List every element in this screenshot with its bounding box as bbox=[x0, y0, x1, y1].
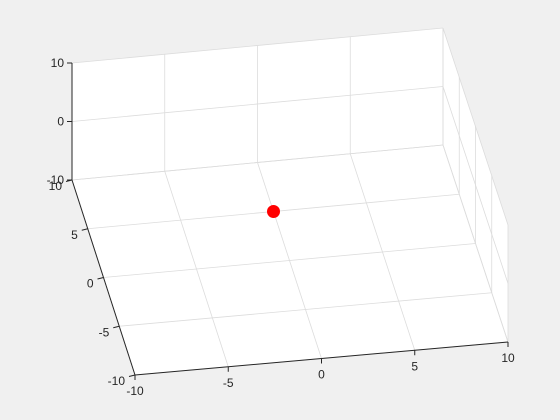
y-tick-mark bbox=[113, 325, 120, 329]
back-wall-gridline-z bbox=[71, 144, 444, 181]
y-tick-mark bbox=[81, 228, 88, 231]
y-tick-mark bbox=[128, 374, 136, 377]
floor-gridline-y bbox=[119, 292, 492, 327]
y-tick-label: -5 bbox=[99, 325, 110, 339]
x-tick-label: -5 bbox=[223, 376, 234, 390]
x-tick-label: -10 bbox=[126, 384, 144, 398]
right-wall-gridline-z bbox=[442, 144, 509, 343]
y-tick-label: 5 bbox=[71, 228, 78, 242]
y-tick-mark bbox=[97, 277, 104, 280]
z-tick-label: -10 bbox=[47, 173, 65, 187]
right-wall-gridline-z bbox=[442, 86, 509, 284]
x-tick-label: 5 bbox=[411, 359, 418, 373]
x-tick-label: 0 bbox=[318, 368, 325, 382]
floor-pane bbox=[72, 145, 508, 375]
y-tick-label: 10 bbox=[49, 179, 63, 193]
z-tick-label: 10 bbox=[51, 56, 65, 70]
y-tick-label: 0 bbox=[87, 277, 94, 291]
z-tick-label: 0 bbox=[57, 115, 64, 129]
floor-gridline-y bbox=[103, 243, 476, 278]
back-wall-gridline-z bbox=[71, 86, 444, 122]
y-tick-label: -10 bbox=[108, 374, 126, 388]
back-wall-gridline-z bbox=[71, 27, 444, 64]
right-wall-gridline-z bbox=[442, 27, 509, 226]
data-point-marker[interactable] bbox=[267, 205, 280, 218]
x-tick-label: 10 bbox=[501, 351, 515, 365]
